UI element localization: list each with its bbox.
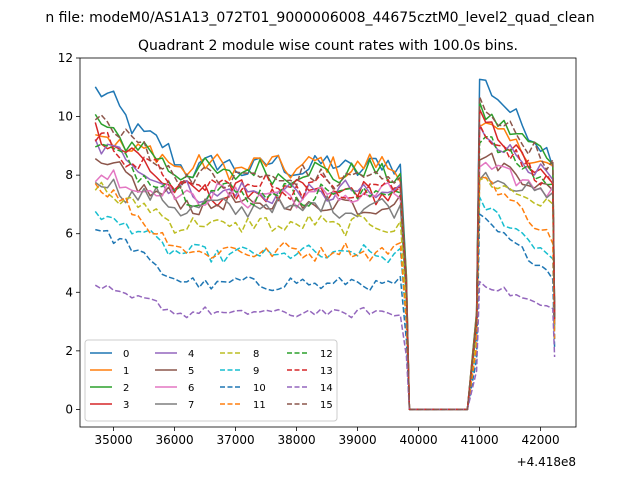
x-tick-label: 42000 [522, 433, 560, 447]
legend-label-1: 1 [123, 366, 129, 377]
y-tick-label: 2 [65, 344, 73, 358]
y-tick-label: 12 [58, 51, 73, 65]
x-tick-label: 35000 [94, 433, 132, 447]
x-axis: 35000 36000 37000 38000 39000 40000 41000 42000 [94, 427, 560, 447]
x-tick-label: 41000 [461, 433, 499, 447]
series-line-11 [94, 176, 556, 411]
y-tick-label: 10 [58, 110, 73, 124]
legend-label-10: 10 [253, 383, 266, 394]
series-line-7 [94, 171, 556, 411]
legend-label-4: 4 [188, 349, 194, 360]
series-line-14 [94, 280, 556, 411]
legend-label-7: 7 [188, 400, 194, 411]
y-tick-label: 6 [65, 227, 73, 241]
legend-label-13: 13 [320, 366, 333, 377]
x-tick-label: 40000 [400, 433, 438, 447]
y-tick-label: 8 [65, 168, 73, 182]
legend-label-8: 8 [253, 349, 259, 360]
figure-suptitle: n file: modeM0/AS1A13_072T01_9000006008_… [45, 10, 594, 26]
y-axis: 0 2 4 6 8 10 12 [58, 51, 80, 416]
legend-label-12: 12 [320, 349, 333, 360]
legend-label-2: 2 [123, 383, 129, 394]
x-offset-label: +4.418e8 [517, 455, 576, 469]
series-line-8 [94, 176, 556, 411]
y-tick-label: 4 [65, 285, 73, 299]
legend-label-5: 5 [188, 366, 194, 377]
series-line-9 [94, 196, 556, 411]
legend-label-3: 3 [123, 400, 129, 411]
series-line-10 [95, 213, 556, 411]
plot-frame [79, 57, 577, 428]
series-layer [94, 78, 556, 411]
chart-title: Quadrant 2 module wise count rates with … [138, 38, 518, 54]
x-tick-label: 38000 [277, 433, 315, 447]
series-line-12 [94, 135, 556, 411]
y-tick-label: 0 [65, 402, 73, 416]
series-line-6 [94, 161, 556, 411]
series-line-13 [94, 123, 556, 411]
legend-label-11: 11 [253, 400, 266, 411]
legend-box [84, 339, 338, 422]
legend-label-0: 0 [123, 349, 129, 360]
legend-label-6: 6 [188, 383, 194, 394]
legend-label-9: 9 [253, 366, 259, 377]
x-tick-label: 36000 [155, 433, 193, 447]
series-line-3 [94, 108, 556, 411]
x-tick-label: 37000 [216, 433, 254, 447]
legend-label-15: 15 [320, 400, 333, 411]
series-line-15 [94, 95, 556, 411]
legend-label-14: 14 [320, 383, 333, 394]
x-tick-label: 39000 [338, 433, 376, 447]
series-line-0 [94, 78, 556, 411]
